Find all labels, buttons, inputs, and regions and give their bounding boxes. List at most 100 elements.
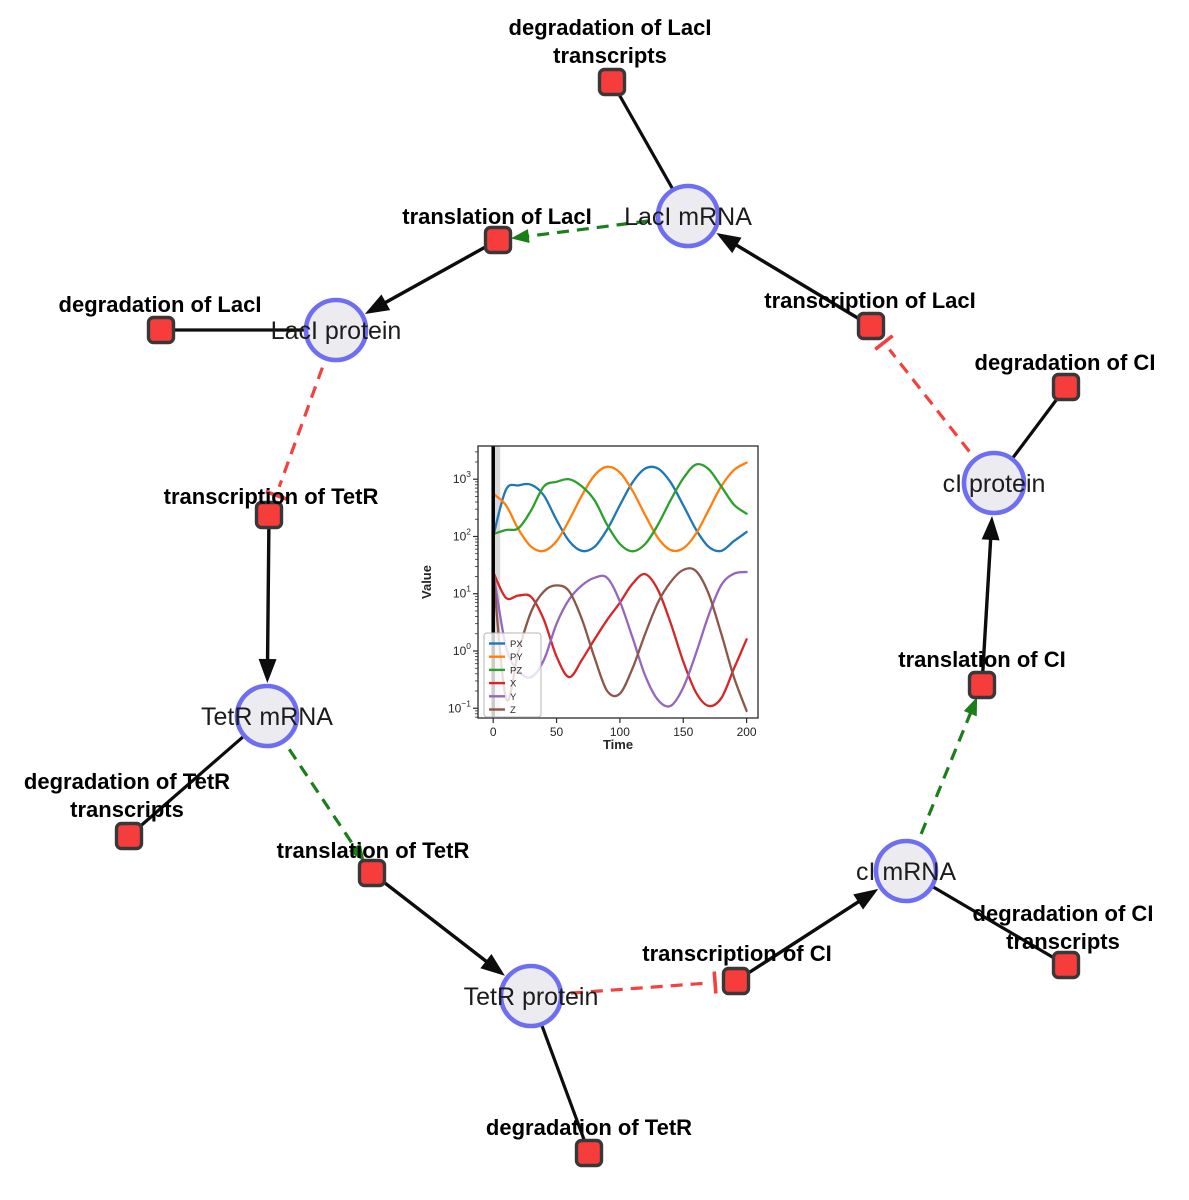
reaction-label-line: degradation of CI [973,901,1154,926]
reaction-label-deg-tetr: degradation of TetR [486,1115,692,1140]
reaction-label-line: degradation of LacI [59,292,262,317]
edge-tx-tetr-tetr-mrna [265,514,271,667]
reaction-label-line: transcription of LacI [764,288,975,313]
reaction-node-deg-ci-tx [1051,950,1081,980]
reaction-label-tx-ci: transcription of CI [642,941,831,966]
series-line-PZ [492,462,748,553]
modifier-arrowhead [348,843,365,863]
legend-label-X: X [510,679,517,690]
reaction-node-deg-tetr-tx [114,821,144,851]
reaction-node-deg-ci [1051,372,1081,402]
species-label-tetr-mrna: TetR mRNA [201,703,333,731]
y-tick-exponent: 3 [466,469,471,479]
x-tick-label: 50 [550,725,564,739]
legend-label-Z: Z [510,705,516,716]
y-tick-label: 102 [453,526,471,543]
y-tick-label: 10−1 [448,698,471,715]
edge-transl-tetr-tetr-protein [370,871,493,967]
species-node-laci-protein [303,297,369,363]
y-axis-label: Value [419,565,434,599]
reaction-label-line: transcription of CI [642,941,831,966]
y-tick-label: 101 [453,584,471,601]
x-tick-label: 100 [610,725,630,739]
arrowhead [258,658,277,684]
reaction-label-transl-ci: translation of CI [898,647,1065,672]
arrowhead [853,888,879,910]
edge-tx-laci-laci-mrna [729,240,872,328]
reaction-node-transl-ci [967,670,997,700]
inset-chart: 0 50 100 150 20010−1100101102103TimeValuePXP… [419,445,759,752]
legend-label-PZ: PZ [510,665,522,676]
y-tick-exponent: 0 [466,641,471,651]
reaction-node-transl-laci [483,225,513,255]
reaction-label-line: transcripts [70,797,184,822]
species-label-ci-protein: cI protein [943,470,1046,498]
reaction-label-line: transcription of TetR [164,484,379,509]
arrowhead [981,515,1000,541]
inhibition-tbar [874,334,894,351]
reaction-node-deg-laci [146,315,176,345]
y-tick-base: 10 [453,587,467,601]
reaction-label-line: transcripts [1006,929,1120,954]
modifier-arrowhead [963,697,978,717]
y-tick-exponent: −1 [461,698,471,708]
species-node-ci-protein [961,450,1027,516]
chart-frame [477,445,759,719]
arrowhead [480,954,505,976]
inhibition-tbar [712,971,718,994]
reaction-label-deg-tetr-tx: degradation of TetR transcripts [24,769,230,822]
reaction-node-deg-laci-tx [597,67,627,97]
species-node-laci-mrna [655,183,721,249]
species-label-ci-mrna: cI mRNA [856,858,956,886]
reaction-label-line: translation of TetR [277,838,470,863]
legend-label-PX: PX [510,639,523,650]
y-tick-label: 103 [453,469,471,486]
inhibition-tbar [265,489,288,501]
reaction-label-line: degradation of CI [975,350,1156,375]
reaction-label-line: transcripts [553,43,667,68]
reaction-label-transl-tetr: translation of TetR [277,838,470,863]
reaction-label-deg-laci: degradation of LacI [59,292,262,317]
reaction-node-tx-laci [856,311,886,341]
x-axis-label: Time [603,737,633,752]
reaction-label-line: translation of LacI [402,204,591,229]
y-tick-base: 10 [448,701,462,715]
reaction-node-transl-tetr [357,858,387,888]
x-tick-label: 200 [737,725,757,739]
y-tick-base: 10 [453,644,467,658]
series-line-PX [492,465,748,553]
y-tick-exponent: 1 [466,584,471,594]
reaction-label-line: degradation of TetR [486,1115,692,1140]
arrowhead [364,294,391,314]
y-tick-base: 10 [453,529,467,543]
nodes-layer [114,67,1081,1168]
reaction-node-tx-tetr [254,500,284,530]
legend-label-Y: Y [510,692,517,703]
species-node-ci-mrna [873,838,939,904]
reaction-label-line: translation of CI [898,647,1065,672]
edge-transl-ci-ci-protein [980,532,993,686]
x-tick-label: 0 [490,725,497,739]
species-label-tetr-protein: TetR protein [464,983,599,1011]
x-tick-label: 150 [673,725,693,739]
reaction-label-tx-tetr: transcription of TetR [164,484,379,509]
edge-transl-laci-laci-protein [378,238,499,308]
reaction-label-tx-laci: transcription of LacI [764,288,975,313]
y-tick-base: 10 [453,472,467,486]
reaction-label-deg-ci-tx: degradation of CI transcripts [973,901,1154,954]
species-label-laci-protein: LacI protein [271,317,402,345]
y-tick-label: 100 [453,641,471,658]
series-line-Z [492,567,748,713]
arrowhead [716,233,742,254]
species-label-laci-mrna: LacI mRNA [624,203,752,231]
legend-label-PY: PY [510,652,523,663]
edge-tx-ci-ci-mrna [735,896,865,983]
species-node-tetr-protein [498,963,564,1029]
reaction-node-tx-ci [721,966,751,996]
reaction-label-line: degradation of LacI [509,15,712,40]
series-line-PY [492,461,748,553]
y-tick-exponent: 2 [466,526,471,536]
reaction-label-transl-laci: translation of LacI [402,204,591,229]
